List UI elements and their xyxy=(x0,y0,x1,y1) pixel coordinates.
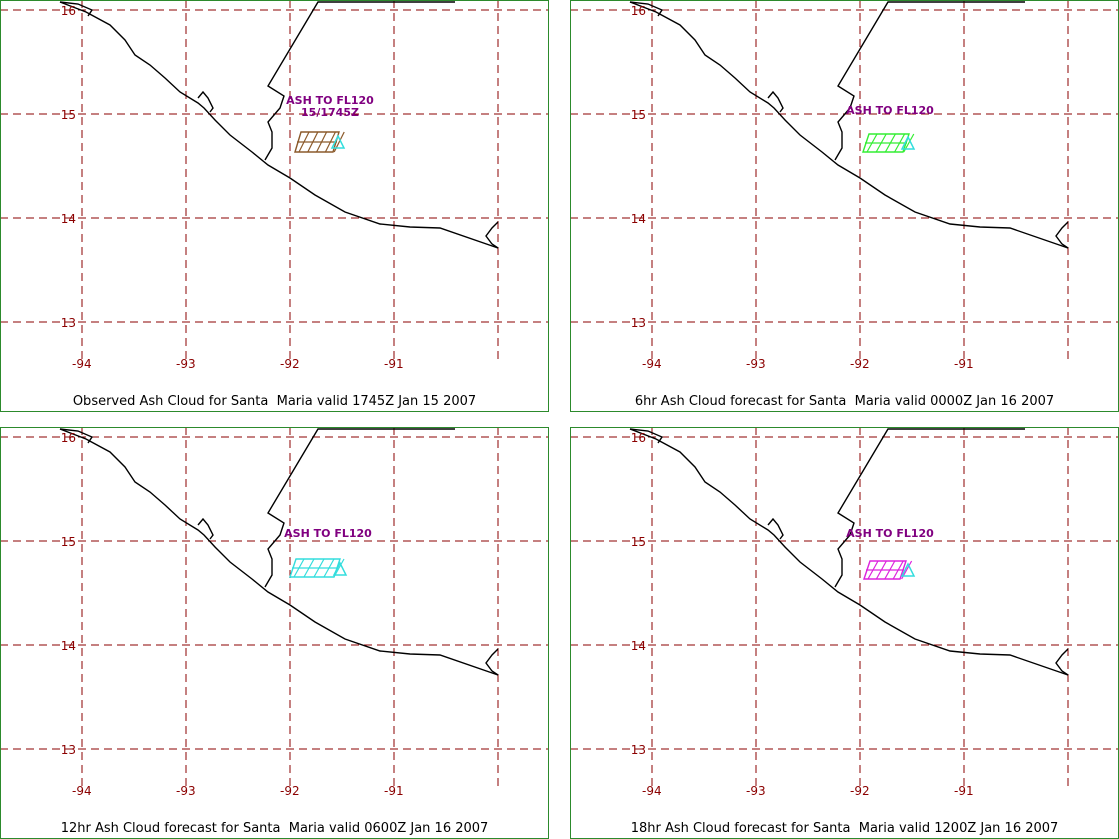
ash-cloud-outline xyxy=(289,558,341,578)
latitude-label: 13 xyxy=(61,743,76,757)
coastline-east xyxy=(485,648,499,676)
longitude-label: -93 xyxy=(176,357,196,371)
volcano-marker-icon xyxy=(330,134,346,149)
latitude-label: 14 xyxy=(61,639,76,653)
coastline-northwest xyxy=(629,1,664,17)
longitude-label: -91 xyxy=(954,784,974,798)
longitude-label: -94 xyxy=(72,784,92,798)
ash-cloud-polygon xyxy=(862,133,915,153)
ash-cloud-outline xyxy=(863,560,907,580)
panel-12hr: 16 15 14 13 -94 -93 -92 -91 ASH TO FL120 12hr As… xyxy=(0,427,549,839)
longitude-label: -91 xyxy=(954,357,974,371)
panel-18hr: 16 15 14 13 -94 -93 -92 -91 ASH TO FL120 18hr As… xyxy=(570,427,1119,839)
latitude-label: 13 xyxy=(61,316,76,330)
latitude-label: 15 xyxy=(631,108,646,122)
ash-cloud-hatch xyxy=(333,558,345,578)
ash-annotation: ASH TO FL120 xyxy=(284,527,372,540)
coastline-east xyxy=(1055,221,1069,249)
coastline xyxy=(629,1,1069,249)
ash-cloud-outline xyxy=(862,133,910,153)
longitude-label: -93 xyxy=(746,357,766,371)
latitude-label: 16 xyxy=(631,4,646,18)
graticule xyxy=(0,0,549,360)
country-border xyxy=(264,428,455,588)
volcano-marker-icon xyxy=(900,135,916,150)
ash-cloud-polygon xyxy=(294,131,345,153)
graticule xyxy=(570,0,1119,360)
coastline xyxy=(59,1,499,249)
coastline-detail xyxy=(197,90,214,113)
coastline-east xyxy=(1055,648,1069,676)
graticule xyxy=(0,427,549,787)
coastline-northwest xyxy=(59,1,94,17)
longitude-label: -92 xyxy=(280,357,300,371)
ash-cloud-outline xyxy=(294,131,340,153)
longitude-label: -93 xyxy=(176,784,196,798)
ash-annotation: 15/1745Z xyxy=(301,106,359,119)
latitude-label: 16 xyxy=(61,431,76,445)
volcano-marker-icon xyxy=(332,561,348,576)
coastline-northwest xyxy=(629,428,664,444)
latitude-label: 15 xyxy=(61,108,76,122)
longitude-label: -93 xyxy=(746,784,766,798)
longitude-label: -94 xyxy=(72,357,92,371)
coastline-northwest xyxy=(59,428,94,444)
panel-observed: 16 15 14 13 -94 -93 -92 -91 ASH TO FL120 15/1745Z… xyxy=(0,0,549,412)
ash-annotation: ASH TO FL120 xyxy=(846,104,934,117)
coastline xyxy=(629,428,1069,676)
graticule xyxy=(570,427,1119,787)
coastline-detail xyxy=(767,90,784,113)
latitude-label: 13 xyxy=(631,316,646,330)
latitude-label: 15 xyxy=(61,535,76,549)
latitude-label: 16 xyxy=(61,4,76,18)
panel-6hr: 16 15 14 13 -94 -93 -92 -91 ASH TO FL120 6hr Ash… xyxy=(570,0,1119,412)
country-border xyxy=(834,428,1025,588)
coastline-east xyxy=(485,221,499,249)
coastline xyxy=(59,428,499,676)
panel-caption: Observed Ash Cloud for Santa Maria valid… xyxy=(72,394,477,409)
latitude-label: 13 xyxy=(631,743,646,757)
volcano-marker-icon xyxy=(900,562,916,577)
map-12hr: 16 15 14 13 -94 -93 -92 -91 ASH TO FL120 xyxy=(0,427,549,798)
panel-caption: 18hr Ash Cloud forecast for Santa Maria … xyxy=(630,821,1059,836)
longitude-label: -94 xyxy=(642,357,662,371)
ash-annotation: ASH TO FL120 xyxy=(846,527,934,540)
longitude-label: -92 xyxy=(850,784,870,798)
longitude-label: -91 xyxy=(384,784,404,798)
country-border xyxy=(264,1,455,161)
latitude-label: 14 xyxy=(631,212,646,226)
latitude-label: 14 xyxy=(61,212,76,226)
latitude-label: 14 xyxy=(631,639,646,653)
ash-cloud-polygon xyxy=(289,558,345,578)
map-18hr: 16 15 14 13 -94 -93 -92 -91 ASH TO FL120 xyxy=(570,427,1119,798)
map-6hr: 16 15 14 13 -94 -93 -92 -91 ASH TO FL120 xyxy=(570,0,1119,371)
latitude-label: 16 xyxy=(631,431,646,445)
ash-annotation: ASH TO FL120 xyxy=(286,94,374,107)
longitude-label: -92 xyxy=(280,784,300,798)
longitude-label: -91 xyxy=(384,357,404,371)
coastline-detail xyxy=(767,517,784,540)
ash-cloud-polygon xyxy=(863,560,913,580)
country-border xyxy=(834,1,1025,161)
longitude-label: -92 xyxy=(850,357,870,371)
latitude-label: 15 xyxy=(631,535,646,549)
panel-caption: 12hr Ash Cloud forecast for Santa Maria … xyxy=(60,821,489,836)
longitude-label: -94 xyxy=(642,784,662,798)
coastline-detail xyxy=(197,517,214,540)
panel-caption: 6hr Ash Cloud forecast for Santa Maria v… xyxy=(634,394,1055,409)
